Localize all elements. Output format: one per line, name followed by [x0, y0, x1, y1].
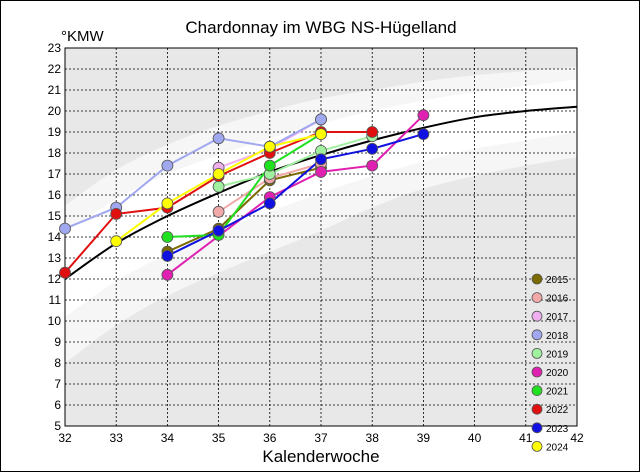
y-tick-label: 15 — [48, 209, 62, 223]
y-axis-unit-label: °KMW — [61, 28, 104, 45]
legend-marker-2017 — [531, 310, 543, 322]
x-tick-label: 37 — [314, 431, 328, 445]
y-tick-label: 9 — [54, 335, 61, 349]
data-point-2016 — [212, 205, 225, 218]
x-tick-label: 40 — [468, 431, 482, 445]
data-point-2023 — [417, 128, 430, 141]
data-point-2020 — [161, 268, 174, 281]
x-tick-label: 32 — [58, 431, 72, 445]
legend-label-2023: 2023 — [546, 424, 569, 435]
x-tick-label: 35 — [212, 431, 226, 445]
plot-border — [64, 47, 578, 427]
data-point-2023 — [212, 224, 225, 237]
data-point-2023 — [366, 142, 379, 155]
data-point-2024 — [161, 197, 174, 210]
legend-label-2016: 2016 — [546, 294, 569, 305]
legend-marker-2023 — [531, 422, 543, 434]
legend-label-2018: 2018 — [546, 331, 569, 342]
legend-label-2017: 2017 — [546, 312, 569, 323]
series-line-2018 — [64, 118, 322, 230]
data-point-2020 — [315, 165, 327, 178]
data-point-2018 — [315, 113, 327, 126]
legend-marker-2021 — [531, 385, 543, 397]
legend-marker-2022 — [531, 403, 543, 415]
y-tick-label: 19 — [48, 125, 62, 139]
y-tick-label: 22 — [48, 62, 62, 76]
data-point-2018 — [212, 132, 225, 145]
series-line-2015 — [166, 166, 322, 253]
y-tick-label: 5 — [54, 419, 61, 433]
data-point-2023 — [263, 197, 276, 210]
data-point-2023 — [161, 249, 174, 262]
data-point-2021 — [263, 159, 276, 172]
legend-label-2020: 2020 — [546, 368, 569, 379]
legend-marker-2024 — [531, 440, 543, 452]
x-axis-label: Kalenderwoche — [262, 447, 379, 466]
data-point-2022 — [59, 266, 71, 279]
y-tick-label: 13 — [48, 251, 62, 265]
x-tick-label: 36 — [263, 431, 277, 445]
y-tick-label: 18 — [48, 146, 62, 160]
chart-title: Chardonnay im WBG NS-Hügelland — [185, 18, 456, 37]
data-point-2024 — [315, 128, 327, 141]
legend-marker-2019 — [531, 347, 543, 359]
legend-label-2021: 2021 — [546, 387, 569, 398]
x-tick-label: 33 — [110, 431, 124, 445]
data-point-2024 — [263, 140, 276, 153]
y-tick-label: 12 — [48, 272, 62, 286]
data-point-2023 — [315, 153, 327, 166]
data-point-2018 — [161, 159, 174, 172]
data-point-2020 — [417, 109, 430, 122]
y-tick-label: 7 — [54, 377, 61, 391]
data-point-2024 — [212, 168, 225, 180]
data-point-2020 — [366, 159, 379, 172]
legend-marker-2015 — [531, 273, 543, 285]
y-tick-label: 14 — [48, 230, 62, 244]
y-tick-label: 16 — [48, 188, 62, 202]
y-tick-label: 8 — [54, 356, 61, 370]
y-tick-label: 6 — [54, 398, 61, 412]
y-tick-label: 17 — [48, 167, 62, 181]
data-point-2024 — [110, 235, 123, 248]
x-tick-label: 42 — [570, 431, 584, 445]
inner-range-band — [65, 79, 577, 317]
legend-label-2019: 2019 — [546, 349, 569, 360]
data-point-2022 — [110, 207, 123, 220]
data-point-2022 — [366, 126, 379, 138]
series-line-2023 — [166, 133, 424, 257]
data-point-2021 — [161, 231, 174, 243]
y-tick-label: 10 — [48, 314, 62, 328]
y-tick-label: 11 — [49, 293, 62, 307]
y-tick-label: 21 — [48, 83, 62, 97]
x-tick-label: 39 — [417, 431, 431, 445]
x-tick-label: 41 — [519, 431, 533, 445]
y-tick-label: 23 — [48, 41, 62, 55]
legend-marker-2018 — [531, 329, 543, 341]
y-tick-label: 20 — [48, 104, 62, 118]
legend-label-2022: 2022 — [546, 405, 569, 416]
x-tick-label: 34 — [161, 431, 175, 445]
legend-marker-2016 — [531, 292, 543, 304]
series-line-2019 — [218, 135, 373, 188]
legend-label-2015: 2015 — [546, 275, 569, 286]
data-point-2019 — [212, 180, 225, 193]
series-line-2021 — [167, 133, 322, 238]
data-point-2018 — [59, 222, 71, 235]
legend-label-2024: 2024 — [546, 442, 569, 453]
x-tick-label: 38 — [366, 431, 380, 445]
legend-marker-2020 — [531, 366, 543, 378]
